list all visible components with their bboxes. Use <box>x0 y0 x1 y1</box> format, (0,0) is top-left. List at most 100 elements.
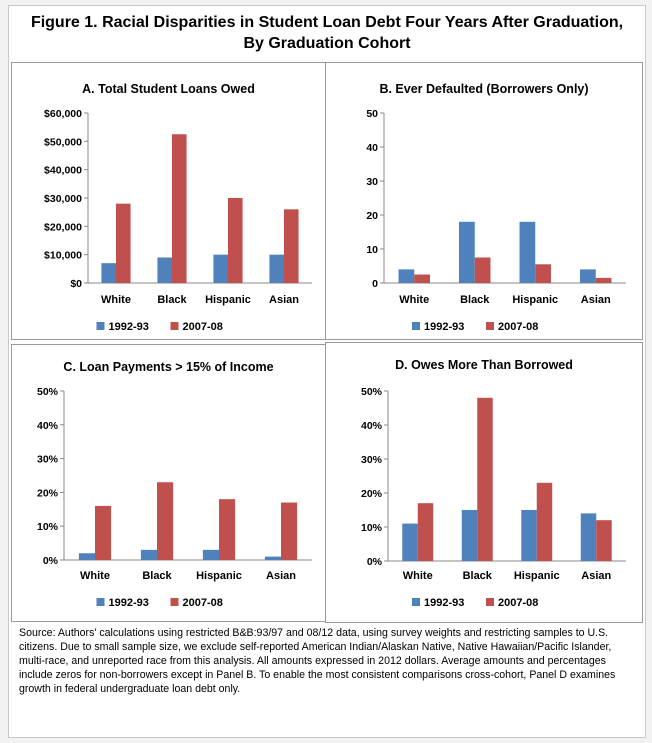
x-category-label: Hispanic <box>512 294 558 306</box>
bar-hispanic-series-2 <box>535 264 551 283</box>
legend-swatch <box>170 322 179 330</box>
panel-a-total-loans: A. Total Student Loans Owed $0 $10,000 $20,… <box>11 62 326 340</box>
x-category-label: Black <box>463 570 493 582</box>
bar-white-series-1 <box>101 263 116 283</box>
bar-hispanic-series-1 <box>202 549 219 560</box>
x-category-label: White <box>399 294 429 306</box>
bar-hispanic-series-2 <box>219 499 236 560</box>
y-tick-label: 50% <box>361 386 383 398</box>
chart-b-svg: B. Ever Defaulted (Borrowers Only) 0 10 20 3… <box>366 82 626 333</box>
y-tick-label: $10,000 <box>44 250 82 262</box>
y-tick-label: 40% <box>37 420 59 432</box>
legend-label: 1992-93 <box>109 597 149 609</box>
source-note: Source: Authors' calculations using rest… <box>19 627 616 695</box>
bar-hispanic-series-1 <box>519 221 536 283</box>
x-category-label: Asian <box>269 294 299 306</box>
bar-black-series-2 <box>157 482 174 560</box>
x-category-label: Hispanic <box>514 570 560 582</box>
y-tick-label: 0% <box>367 556 383 568</box>
panel-b-ever-defaulted: B. Ever Defaulted (Borrowers Only) 0 10 20 3… <box>325 62 643 340</box>
chart-title: D. Owes More Than Borrowed <box>395 358 573 372</box>
bar-black-series-1 <box>157 257 172 283</box>
bar-hispanic-series-1 <box>213 254 228 283</box>
legend-swatch <box>412 598 420 606</box>
bar-white-series-1 <box>398 269 415 283</box>
x-category-label: White <box>101 294 131 306</box>
y-tick-label: $40,000 <box>44 165 82 177</box>
bar-hispanic-series-2 <box>228 198 243 283</box>
chart-c-svg: C. Loan Payments > 15% of Income 0% 10% 20%… <box>37 360 312 609</box>
legend-label: 2007-08 <box>183 321 223 333</box>
x-category-label: Black <box>460 294 490 306</box>
chart-title: C. Loan Payments > 15% of Income <box>63 360 273 374</box>
bar-asian-series-2 <box>596 520 612 561</box>
figure-title-line-2: By Graduation Cohort <box>243 35 411 52</box>
bar-black-series-2 <box>477 397 493 561</box>
chart-a-svg: A. Total Student Loans Owed $0 $10,000 $20,… <box>44 82 312 333</box>
y-tick-label: 30% <box>37 454 59 466</box>
y-tick-label: 40 <box>366 142 378 154</box>
y-tick-label: 0% <box>43 555 59 567</box>
legend-swatch <box>96 598 105 606</box>
bar-asian-series-1 <box>264 556 281 560</box>
y-tick-label: 20% <box>361 488 383 500</box>
x-category-label: Asian <box>266 570 296 582</box>
legend-swatch <box>170 598 179 606</box>
bar-asian-series-1 <box>580 269 596 283</box>
panel-c-loan-payments: C. Loan Payments > 15% of Income 0% 10% 20%… <box>11 344 326 622</box>
bar-white-series-1 <box>402 523 418 561</box>
y-tick-label: 0 <box>372 278 378 290</box>
bar-asian-series-2 <box>281 502 298 560</box>
y-tick-label: $30,000 <box>44 193 82 205</box>
legend-label: 2007-08 <box>498 597 538 609</box>
y-tick-label: 50 <box>366 108 378 120</box>
bar-black-series-2 <box>172 134 187 283</box>
legend-label: 1992-93 <box>424 321 464 333</box>
bar-white-series-1 <box>78 553 95 560</box>
y-tick-label: 10% <box>37 521 59 533</box>
bar-asian-series-1 <box>269 254 284 283</box>
y-tick-label: 30% <box>361 454 383 466</box>
y-tick-label: $50,000 <box>44 136 82 148</box>
legend-label: 2007-08 <box>183 597 223 609</box>
x-category-label: Hispanic <box>205 294 251 306</box>
bar-black-series-2 <box>474 257 491 283</box>
bar-black-series-1 <box>461 510 478 561</box>
x-category-label: Asian <box>581 294 611 306</box>
bar-black-series-1 <box>140 549 157 560</box>
y-tick-label: $20,000 <box>44 221 82 233</box>
chart-d-svg: D. Owes More Than Borrowed 0% 10% 20% 30% 40%… <box>361 358 626 609</box>
x-category-label: White <box>80 570 110 582</box>
x-category-label: Black <box>157 294 187 306</box>
figure-title: Figure 1. Racial Disparities in Student … <box>9 12 645 54</box>
x-category-label: Hispanic <box>196 570 242 582</box>
bar-black-series-1 <box>459 221 475 283</box>
bar-white-series-2 <box>414 274 430 283</box>
x-category-label: Asian <box>581 570 611 582</box>
x-category-label: Black <box>142 570 172 582</box>
figure-frame: Figure 1. Racial Disparities in Student … <box>8 5 646 738</box>
chart-title: A. Total Student Loans Owed <box>82 82 255 96</box>
legend-label: 2007-08 <box>498 321 538 333</box>
legend-swatch <box>412 322 420 330</box>
y-tick-label: 10% <box>361 522 383 534</box>
y-tick-label: 20% <box>37 487 59 499</box>
panel-d-owes-more: D. Owes More Than Borrowed 0% 10% 20% 30% 40%… <box>325 342 643 623</box>
y-tick-label: 20 <box>366 210 378 222</box>
x-category-label: White <box>403 570 433 582</box>
bar-asian-series-2 <box>595 277 612 283</box>
legend-label: 1992-93 <box>424 597 464 609</box>
legend-swatch <box>486 598 494 606</box>
legend-swatch <box>486 322 494 330</box>
figure-title-line-1: Figure 1. Racial Disparities in Student … <box>30 14 624 31</box>
bar-white-series-2 <box>116 203 131 283</box>
bar-white-series-2 <box>417 503 434 561</box>
y-tick-label: $0 <box>70 278 82 290</box>
bar-hispanic-series-2 <box>536 482 553 561</box>
bar-asian-series-2 <box>284 209 299 283</box>
y-tick-label: 40% <box>361 420 383 432</box>
bar-white-series-2 <box>95 505 112 560</box>
y-tick-label: $60,000 <box>44 108 82 120</box>
bar-asian-series-1 <box>580 513 597 561</box>
y-tick-label: 10 <box>366 244 378 256</box>
